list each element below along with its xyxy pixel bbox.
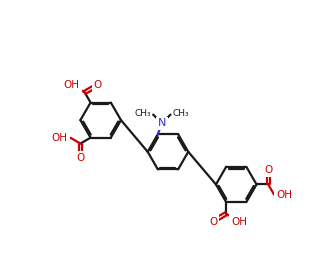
Text: O: O <box>94 80 102 90</box>
Text: CH₃: CH₃ <box>134 109 151 118</box>
Text: O: O <box>209 217 217 227</box>
Text: N: N <box>158 118 166 128</box>
Text: O: O <box>264 165 272 175</box>
Text: O: O <box>76 153 85 163</box>
Text: CH₃: CH₃ <box>173 109 190 118</box>
Text: OH: OH <box>52 133 68 143</box>
Text: OH: OH <box>64 80 80 90</box>
Text: OH: OH <box>276 189 292 200</box>
Text: OH: OH <box>231 217 247 227</box>
